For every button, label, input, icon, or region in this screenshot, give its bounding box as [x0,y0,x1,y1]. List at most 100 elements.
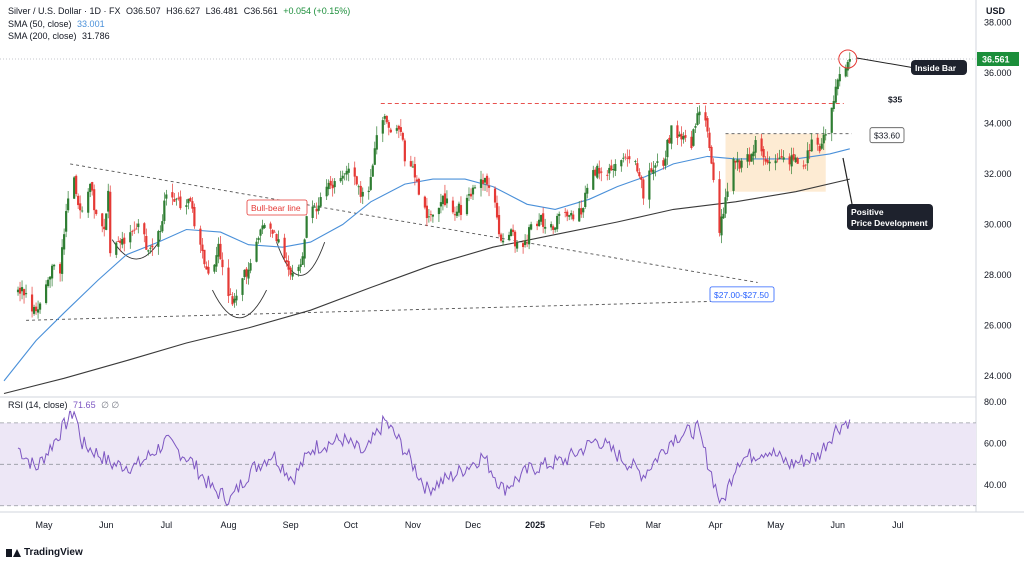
candle-body [287,261,290,270]
candle-body [804,164,807,166]
sma50-value: 33.001 [77,19,105,29]
candle-body [479,179,483,188]
candle-body [844,68,847,77]
candle-body [509,229,513,237]
candle-body [578,208,581,222]
label-33-60-text: $33.60 [874,131,900,141]
candle-body [592,170,595,190]
candle-body [524,240,527,245]
candle-body [387,122,390,128]
candle-body [536,223,539,227]
candle-body [762,149,765,158]
candle-body [259,229,262,236]
candle-body [213,264,216,272]
legend-rsi[interactable]: RSI (14, close) 71.65 ∅ ∅ [8,400,120,411]
candle-body [778,157,781,159]
candle-body [48,276,52,280]
candle-body [373,148,376,165]
candle-body [193,207,196,227]
open-value: O36.507 [126,6,161,16]
candle-body [710,146,713,164]
candle-body [692,129,695,146]
rsi-extra: ∅ ∅ [101,400,120,410]
candle-body [600,171,603,173]
candle-body [81,210,84,212]
candle-body [690,136,693,149]
candle-body [596,165,599,178]
price-tick-label: 26.000 [984,320,1012,330]
candle-body [471,187,475,195]
candle-body [507,234,511,240]
price-tick-label: 30.000 [984,219,1012,229]
candle-body [203,249,206,265]
candle-body [776,158,779,160]
candle-body [177,197,180,199]
candle-body [131,231,134,233]
tradingview-logo[interactable]: TradingView [6,547,83,558]
candle-body [680,133,683,140]
candle-body [542,213,545,227]
rsi-tick-label: 60.00 [984,439,1007,449]
candle-body [558,213,561,216]
candle-body [245,268,248,277]
candle-body [431,214,435,217]
candle-body [191,201,194,209]
legend-symbol-line: Silver / U.S. Dollar · 1D · FX O36.507 H… [8,6,350,16]
candle-body [487,185,491,188]
candle-body [381,120,384,134]
bull-bear-label: Bull-bear line [246,199,308,216]
candle-body [389,129,392,133]
candle-body [261,225,264,230]
candle-body [459,205,463,215]
time-tick-label: Feb [589,520,605,530]
positive-pointer [842,157,853,205]
price-tick-label: 24.000 [984,371,1012,381]
candle-body [221,259,224,268]
candle-body [289,267,292,275]
candle-body [137,223,140,228]
candle-body [724,197,727,214]
time-tick-label: Jul [161,520,173,530]
candle-body [544,226,547,229]
sma200-label: SMA (200, close) [8,31,77,41]
candle-body [515,242,519,249]
legend-sma200[interactable]: SMA (200, close) 31.786 [8,31,110,41]
candle-body [61,247,64,274]
candle-body [59,264,62,274]
candle-body [325,186,328,197]
candle-body [257,237,260,241]
candle-body [650,168,653,172]
candle-body [439,202,443,207]
positive-label-box [847,204,933,230]
candle-body [656,161,659,163]
candle-body [792,154,795,160]
candle-body [694,126,697,128]
candle-body [63,234,66,250]
candle-body [395,128,398,131]
time-tick-label: Mar [646,520,662,530]
candle-body [341,175,344,179]
candle-body [445,198,449,204]
candle-body [511,229,515,232]
label-33-60: $33.60 [869,127,905,144]
candle-body [493,188,497,203]
candle-body [766,159,769,163]
candle-body [554,227,557,230]
candle-body [586,187,589,194]
label-27-range: $27.00-$27.50 [709,286,775,303]
candle-body [614,163,617,171]
change-value: +0.054 (+0.15%) [283,6,351,16]
candle-body [638,172,641,177]
legend-sma50[interactable]: SMA (50, close) 33.001 [8,19,105,29]
candle-body [481,179,485,184]
currency-label: USD [986,6,1006,16]
candle-body [425,205,428,219]
candle-body [513,231,517,247]
candle-body [353,167,356,177]
price-tick-label: 38.000 [984,18,1012,28]
candle-body [77,195,80,206]
candle-body [636,163,639,172]
candle-body [32,306,36,314]
axis-layer: 24.000 26.000 28.000 30.000 32.000 34.000 36.0… [36,6,1012,530]
candle-body [780,156,783,158]
